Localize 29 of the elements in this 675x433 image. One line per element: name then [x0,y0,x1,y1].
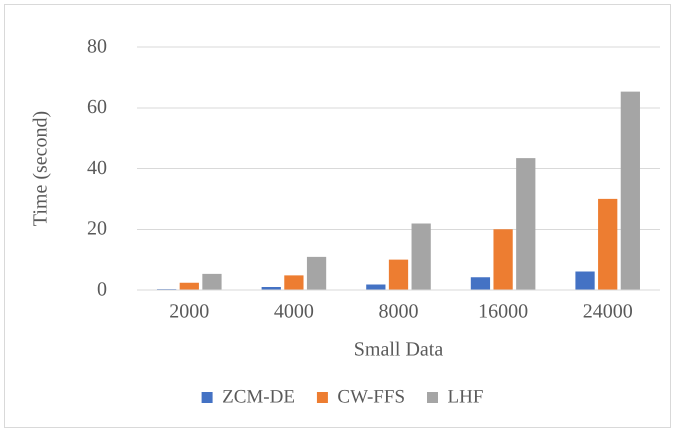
x-axis-title: Small Data [354,338,444,360]
bar [620,92,640,290]
legend-label: LHF [448,386,484,408]
bar [598,198,618,290]
legend-label: CW-FFS [337,386,406,408]
bar [412,223,431,290]
y-tick-label: 60 [87,96,107,118]
bar [366,284,386,290]
y-tick-label: 20 [87,218,107,240]
bar [262,286,281,290]
y-tick-label: 0 [97,278,107,300]
bar [493,229,513,290]
bar [516,158,536,290]
x-tick-label: 16000 [478,300,528,322]
y-axis-title: Time (second) [29,110,52,226]
y-tick-label: 80 [87,35,107,58]
bar [284,275,304,290]
bar [306,256,326,290]
bar [470,277,490,290]
legend-label: ZCM-DE [222,386,295,408]
bar [388,260,408,290]
bar [202,274,222,290]
y-tick-label: 40 [87,156,107,179]
bar [575,271,595,290]
x-tick-label: 2000 [169,300,210,322]
x-tick-label: 24000 [582,300,633,322]
x-tick-label: 8000 [378,300,418,322]
bar [180,282,199,290]
x-tick-label: 4000 [274,300,314,322]
